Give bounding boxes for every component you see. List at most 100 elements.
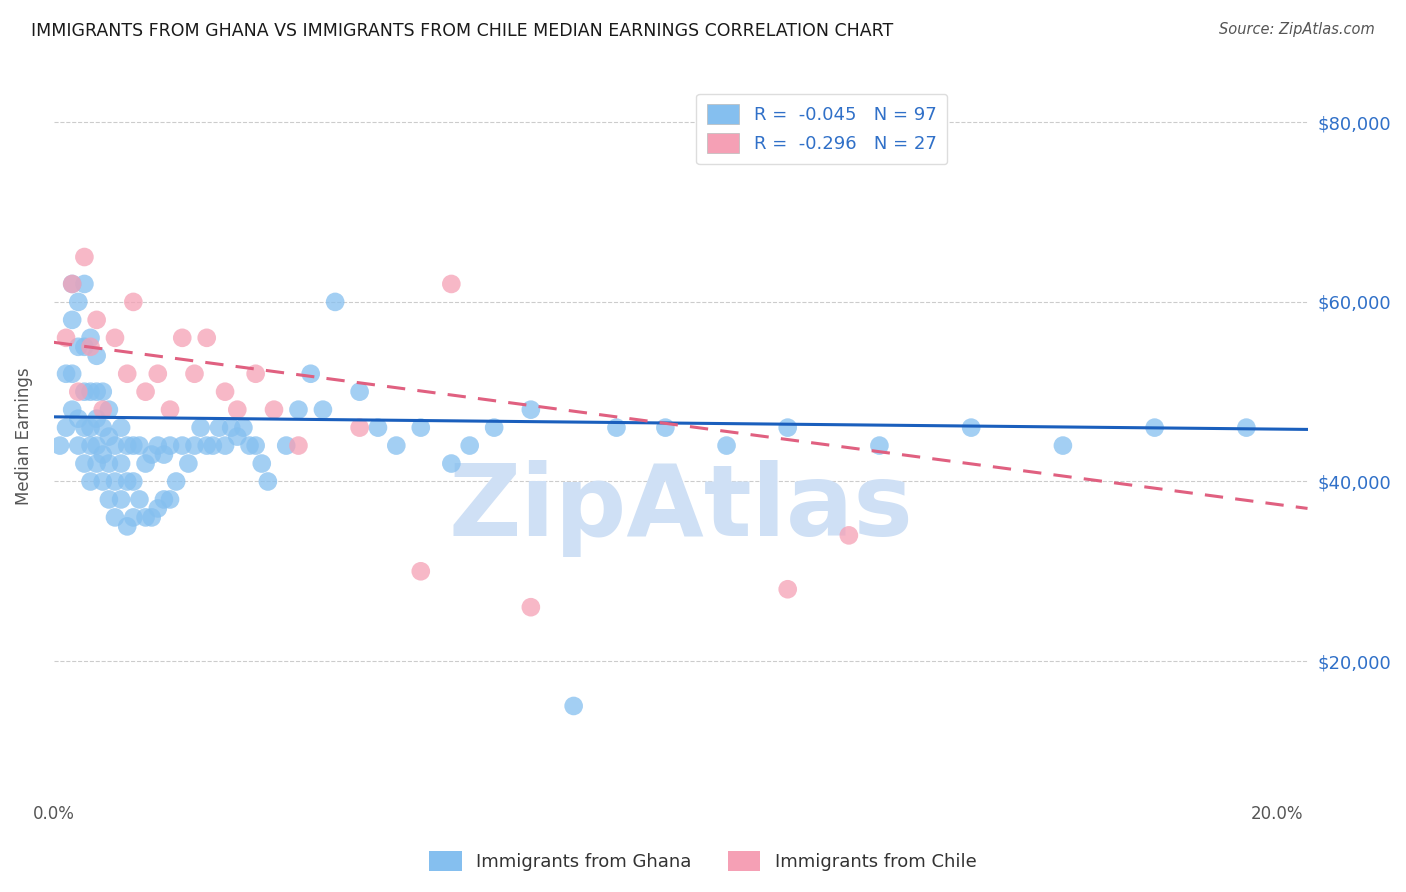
Point bbox=[1052, 439, 1074, 453]
Point bbox=[73, 420, 96, 434]
Point bbox=[73, 340, 96, 354]
Point bbox=[86, 384, 108, 399]
Point bbox=[263, 402, 285, 417]
Point bbox=[214, 384, 236, 399]
Point bbox=[104, 331, 127, 345]
Point bbox=[776, 582, 799, 597]
Point bbox=[97, 492, 120, 507]
Point bbox=[172, 331, 194, 345]
Point bbox=[208, 420, 231, 434]
Point bbox=[287, 439, 309, 453]
Point bbox=[73, 277, 96, 291]
Point bbox=[49, 439, 72, 453]
Point bbox=[79, 439, 101, 453]
Point bbox=[79, 420, 101, 434]
Point bbox=[135, 384, 157, 399]
Point bbox=[276, 439, 298, 453]
Point bbox=[91, 420, 114, 434]
Point bbox=[128, 492, 150, 507]
Point bbox=[146, 501, 169, 516]
Point bbox=[91, 475, 114, 489]
Point bbox=[60, 367, 83, 381]
Point bbox=[838, 528, 860, 542]
Point bbox=[159, 492, 181, 507]
Text: IMMIGRANTS FROM GHANA VS IMMIGRANTS FROM CHILE MEDIAN EARNINGS CORRELATION CHART: IMMIGRANTS FROM GHANA VS IMMIGRANTS FROM… bbox=[31, 22, 893, 40]
Point bbox=[86, 439, 108, 453]
Point bbox=[67, 439, 90, 453]
Point bbox=[409, 420, 432, 434]
Point bbox=[104, 439, 127, 453]
Point bbox=[159, 402, 181, 417]
Point bbox=[79, 384, 101, 399]
Point bbox=[183, 367, 205, 381]
Point bbox=[257, 475, 280, 489]
Point bbox=[55, 420, 77, 434]
Point bbox=[195, 439, 218, 453]
Point bbox=[440, 457, 463, 471]
Point bbox=[520, 600, 543, 615]
Point bbox=[1143, 420, 1166, 434]
Point bbox=[520, 402, 543, 417]
Point bbox=[960, 420, 983, 434]
Point bbox=[562, 698, 585, 713]
Point bbox=[172, 439, 194, 453]
Point bbox=[201, 439, 224, 453]
Point bbox=[60, 313, 83, 327]
Point bbox=[110, 420, 132, 434]
Point bbox=[104, 475, 127, 489]
Point bbox=[349, 420, 371, 434]
Point bbox=[104, 510, 127, 524]
Point bbox=[122, 475, 145, 489]
Point bbox=[67, 294, 90, 309]
Legend: R =  -0.045   N = 97, R =  -0.296   N = 27: R = -0.045 N = 97, R = -0.296 N = 27 bbox=[696, 94, 948, 164]
Point bbox=[97, 402, 120, 417]
Point bbox=[385, 439, 408, 453]
Point bbox=[73, 250, 96, 264]
Point bbox=[177, 457, 200, 471]
Point bbox=[153, 492, 176, 507]
Text: Source: ZipAtlas.com: Source: ZipAtlas.com bbox=[1219, 22, 1375, 37]
Point bbox=[135, 457, 157, 471]
Point bbox=[245, 439, 267, 453]
Point bbox=[91, 384, 114, 399]
Point bbox=[60, 277, 83, 291]
Point bbox=[245, 367, 267, 381]
Point bbox=[146, 439, 169, 453]
Point bbox=[73, 384, 96, 399]
Point bbox=[86, 457, 108, 471]
Point bbox=[250, 457, 273, 471]
Point bbox=[97, 457, 120, 471]
Point bbox=[110, 457, 132, 471]
Point bbox=[115, 367, 138, 381]
Point bbox=[86, 313, 108, 327]
Point bbox=[79, 475, 101, 489]
Point bbox=[323, 294, 346, 309]
Point bbox=[183, 439, 205, 453]
Point bbox=[110, 492, 132, 507]
Point bbox=[97, 429, 120, 443]
Point bbox=[135, 510, 157, 524]
Text: ZipAtlas: ZipAtlas bbox=[449, 460, 912, 557]
Point bbox=[146, 367, 169, 381]
Point bbox=[654, 420, 676, 434]
Point bbox=[482, 420, 505, 434]
Point bbox=[67, 340, 90, 354]
Point bbox=[1234, 420, 1257, 434]
Point bbox=[349, 384, 371, 399]
Point bbox=[232, 420, 254, 434]
Point bbox=[122, 294, 145, 309]
Point bbox=[238, 439, 260, 453]
Point bbox=[67, 384, 90, 399]
Point bbox=[868, 439, 890, 453]
Point bbox=[122, 439, 145, 453]
Point bbox=[67, 411, 90, 425]
Point bbox=[60, 402, 83, 417]
Point bbox=[55, 331, 77, 345]
Point bbox=[312, 402, 335, 417]
Point bbox=[409, 564, 432, 578]
Point bbox=[214, 439, 236, 453]
Point bbox=[79, 331, 101, 345]
Legend: Immigrants from Ghana, Immigrants from Chile: Immigrants from Ghana, Immigrants from C… bbox=[422, 844, 984, 879]
Point bbox=[60, 277, 83, 291]
Point bbox=[141, 448, 163, 462]
